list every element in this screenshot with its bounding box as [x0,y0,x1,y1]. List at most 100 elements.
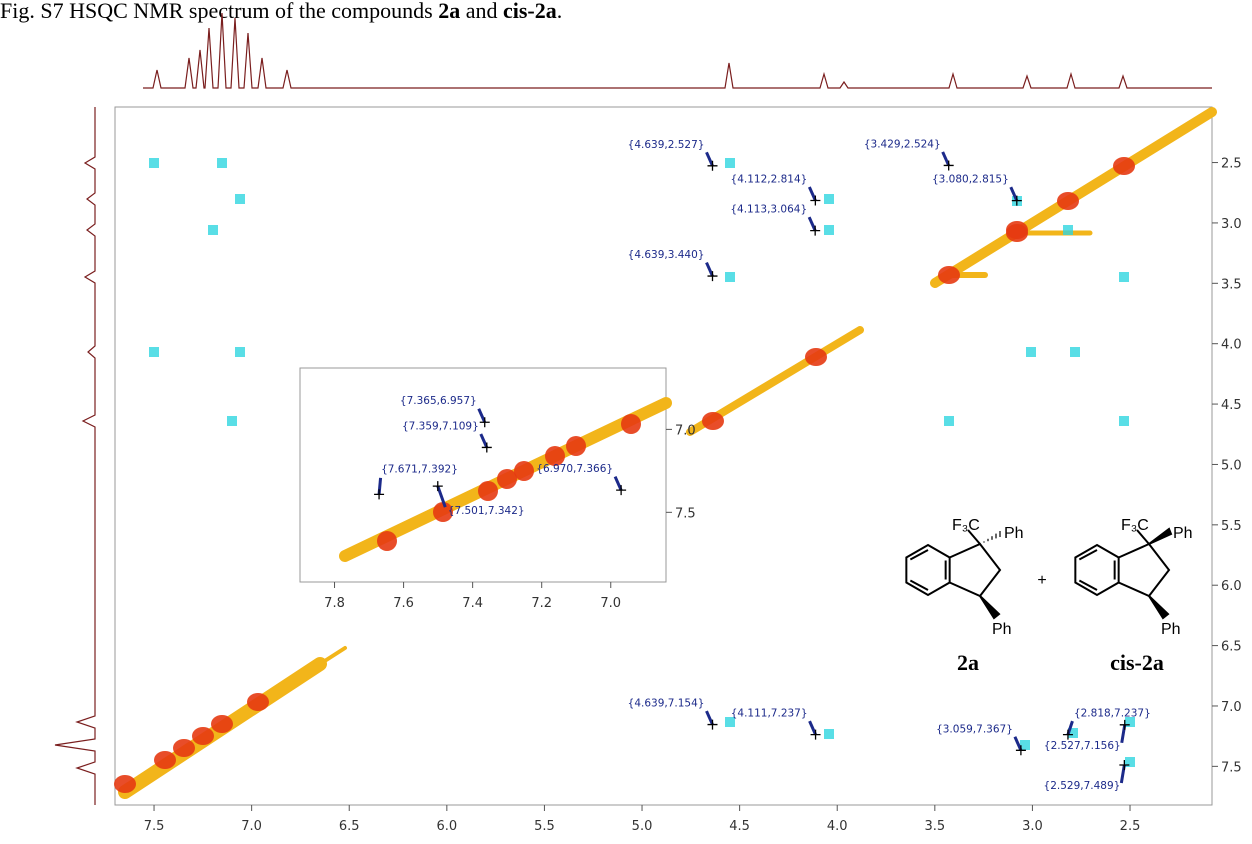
y-tick-label: 6.0 [1221,579,1242,594]
peak-label: {4.639,3.440} [628,249,705,261]
diagonal-peak [114,775,136,793]
ph-label: Ph [1004,525,1024,542]
y-tick-label: 6.5 [1221,640,1242,655]
hsqc-peak [1070,347,1080,357]
hsqc-peak [944,416,954,426]
y-tick-label: 7.0 [675,423,696,438]
caption-text: and [460,0,503,23]
y-tick-label: 4.0 [1221,338,1242,353]
caption-compound: cis-2a [503,0,557,23]
compound-label: cis-2a [1110,650,1164,675]
y-tick-label: 2.5 [1221,157,1242,172]
x-tick-label: 7.5 [144,819,165,834]
diagonal-peak [1113,157,1135,175]
x-tick-label: 7.0 [600,596,621,611]
x-tick-label: 5.0 [632,819,653,834]
peak-label: {7.501,7.342} [448,505,525,517]
hsqc-peak [208,225,218,235]
inset-diagonal-peak [478,481,498,501]
hsqc-peak [235,194,245,204]
x-tick-label: 4.0 [827,819,848,834]
inset-diagonal-peak [566,436,586,456]
x-tick-label: 7.4 [462,596,483,611]
caption-compound: 2a [438,0,460,23]
inset: 7.8 7.6 7.4 7.2 7.0 7.0 7.5 {7.365,6.957} {7.359… [300,368,696,611]
diagonal-peak [154,751,176,769]
diagonal-peak [938,266,960,284]
top-projection [143,13,1212,88]
x-tick-label: 4.5 [729,819,750,834]
peak-label: {3.059,7.367} [936,723,1013,735]
hsqc-peak [227,416,237,426]
diagonal-peak [1057,192,1079,210]
compound-label: 2a [957,650,979,675]
page: Fig. S7 HSQC NMR spectrum of the compoun… [0,0,1252,844]
cf3-label: F₃C [1121,517,1149,534]
diagonal-peak [173,739,195,757]
hsqc-peak [1119,272,1129,282]
cf3-label: F₃C [952,517,980,534]
diagonal-peak [247,693,269,711]
x-tick-label: 6.0 [436,819,457,834]
x-tick-label: 3.5 [924,819,945,834]
hsqc-peak [217,158,227,168]
x-tick-label: 7.2 [531,596,552,611]
x-tick-label: 5.5 [534,819,555,834]
hsqc-peak [824,729,834,739]
diagonal-peak [702,412,724,430]
x-tick-label: 3.0 [1022,819,1043,834]
diagonal-peak [192,727,214,745]
ph-label: Ph [1161,621,1181,638]
inset-diagonal-peak [621,414,641,434]
inset-diagonal-peak [497,469,517,489]
peak-label: {3.080,2.815} [932,174,1009,186]
caption: Fig. S7 HSQC NMR spectrum of the compoun… [0,0,562,23]
peak-label: {7.359,7.109} [402,420,479,432]
diagonal-peak [211,715,233,733]
x-tick-label: 7.6 [393,596,414,611]
y-tick-label: 3.0 [1221,217,1242,232]
y-tick-label: 7.5 [675,506,696,521]
hsqc-peak [1119,416,1129,426]
inset-diagonal-peak [377,531,397,551]
peak-label: {4.112,2.814} [731,173,808,185]
caption-text: . [557,0,563,23]
peak-label: {4.111,7.237} [731,708,808,720]
hsqc-peak [149,347,159,357]
y-tick-label: 7.5 [1221,760,1242,775]
x-tick-label: 6.5 [339,819,360,834]
diagonal-peak [805,348,827,366]
inset-diagonal-peak [514,461,534,481]
plus-sign: + [1037,572,1046,589]
y-tick-label: 4.5 [1221,398,1242,413]
peak-label: {4.639,2.527} [628,139,705,151]
peak-label: {2.818,7.237} [1074,708,1151,720]
caption-text: Fig. S7 HSQC NMR spectrum of the compoun… [0,0,438,23]
diagonal-peak [1006,221,1028,239]
ph-label: Ph [1173,525,1193,542]
figure: Fig. S7 HSQC NMR spectrum of the compoun… [0,0,1252,844]
peak-label: {6.970,7.366} [536,463,613,475]
peak-label: {4.113,3.064} [730,204,807,216]
x-tick-label: 7.0 [241,819,262,834]
y-tick-label: 5.5 [1221,519,1242,534]
peak-label: {7.365,6.957} [400,395,477,407]
hsqc-peak [824,225,834,235]
hsqc-peak [1063,225,1073,235]
hsqc-peak [1026,347,1036,357]
ph-label: Ph [992,621,1012,638]
x-tick-label: 2.5 [1120,819,1141,834]
hsqc-peak [725,158,735,168]
peak-label: {2.529,7.489} [1044,780,1121,792]
peak-label: {3.429,2.524} [864,138,941,150]
peak-label: {7.671,7.392} [381,463,458,475]
hsqc-peak [149,158,159,168]
y-tick-label: 7.0 [1221,700,1242,715]
y-tick-label: 3.5 [1221,277,1242,292]
peak-label: {2.527,7.156} [1044,740,1121,752]
hsqc-peak [725,272,735,282]
hsqc-peak [235,347,245,357]
x-tick-label: 7.8 [324,596,345,611]
y-tick-label: 5.0 [1221,458,1242,473]
left-projection [55,107,95,805]
